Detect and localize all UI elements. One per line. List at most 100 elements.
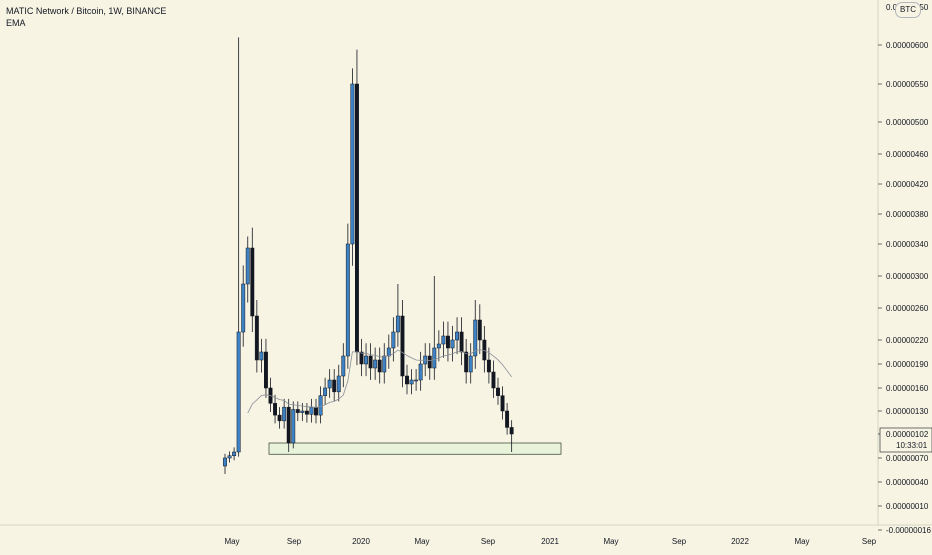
- time-tick-label: 2021: [541, 537, 559, 546]
- candle-body: [291, 409, 296, 444]
- candle-body: [446, 335, 450, 349]
- candle-body: [295, 409, 300, 413]
- candle-body: [436, 343, 441, 349]
- price-tick-label: 0.00000160: [886, 384, 929, 393]
- candle-body: [264, 351, 268, 389]
- candle-body: [359, 351, 364, 365]
- candle-body: [273, 403, 278, 416]
- price-tick-label: 0.00000600: [886, 41, 929, 50]
- candle-body: [377, 359, 382, 373]
- candle-body: [323, 387, 328, 396]
- candle-body: [332, 379, 337, 393]
- price-tick-label: 0.00000010: [886, 502, 929, 511]
- price-tick-label: -0.00000016: [886, 526, 931, 535]
- candle-body: [427, 355, 432, 369]
- time-tick-label: May: [603, 537, 618, 546]
- candle-body: [400, 315, 405, 377]
- support-zone: [268, 442, 562, 455]
- price-tick-label: 0.00000340: [886, 240, 929, 249]
- time-tick-label: Sep: [672, 537, 687, 546]
- price-tick-label: 0.00000420: [886, 180, 929, 189]
- candle-body: [282, 406, 287, 422]
- price-tick-label: 0.00000190: [886, 360, 929, 369]
- candle-body: [441, 335, 446, 345]
- candle-body: [254, 315, 259, 361]
- price-tick-label: 0.00000300: [886, 272, 929, 281]
- candle-body: [364, 355, 369, 365]
- candle-body: [386, 347, 391, 357]
- countdown-label: 10:33:01: [896, 441, 928, 450]
- candle-body: [336, 375, 341, 393]
- price-tick-label: 0.00000220: [886, 336, 929, 345]
- time-tick-label: 2022: [731, 537, 749, 546]
- candle-body: [250, 247, 255, 317]
- candle-body: [355, 83, 359, 353]
- candle-body: [432, 347, 437, 369]
- candle-body: [236, 331, 241, 453]
- candle-body: [227, 455, 232, 459]
- time-tick-label: May: [414, 537, 429, 546]
- symbol-title[interactable]: MATIC Network / Bitcoin, 1W, BINANCE: [6, 6, 167, 16]
- price-tick-label: 0.00000260: [886, 304, 929, 313]
- candle-body: [368, 355, 373, 369]
- current-price-label: 0.00000102: [886, 430, 929, 439]
- time-tick-label: May: [794, 537, 809, 546]
- time-tick-label: Sep: [862, 537, 877, 546]
- candle-body: [241, 283, 246, 333]
- candle-body: [309, 406, 314, 415]
- candle-body: [314, 406, 318, 416]
- time-tick-label: Sep: [481, 537, 496, 546]
- current-price-box: [879, 427, 932, 453]
- candle-body: [505, 410, 510, 428]
- indicator-label[interactable]: EMA: [6, 18, 26, 28]
- candle-body: [286, 406, 291, 444]
- ema-line: [247, 349, 512, 414]
- candle-body: [414, 379, 419, 382]
- candle-body: [232, 451, 237, 456]
- time-tick-label: Sep: [287, 537, 302, 546]
- candle-body: [345, 243, 350, 357]
- price-tick-label: 0.00000040: [886, 478, 929, 487]
- candle-body: [464, 351, 469, 373]
- candle-body: [341, 355, 346, 377]
- candle-body: [500, 395, 505, 412]
- candle-body: [450, 339, 455, 349]
- time-tick-label: 2020: [352, 537, 370, 546]
- candle-body: [373, 359, 378, 369]
- candle-body: [491, 371, 496, 389]
- candle-body: [391, 331, 396, 349]
- candle-body: [318, 395, 323, 416]
- candle-body: [468, 355, 473, 373]
- chart-legend: MATIC Network / Bitcoin, 1W, BINANCE EMA: [6, 5, 166, 29]
- candle-body: [223, 457, 227, 467]
- candle-body: [327, 379, 332, 389]
- price-tick-label: 0.00000070: [886, 454, 929, 463]
- candle-body: [300, 410, 305, 413]
- candle-body: [259, 351, 264, 361]
- candle-body: [496, 387, 500, 396]
- candle-body: [477, 319, 482, 341]
- candle-body: [473, 319, 478, 357]
- price-tick-label: 0.00000460: [886, 150, 929, 159]
- currency-badge[interactable]: BTC: [895, 2, 921, 18]
- price-tick-label: 0.00000550: [886, 80, 929, 89]
- price-tick-label: 0.00000130: [886, 407, 929, 416]
- candle-body: [245, 247, 250, 285]
- candle-body: [405, 375, 409, 385]
- time-tick-label: May: [224, 537, 239, 546]
- candle-body: [455, 331, 460, 341]
- candle-body: [459, 331, 464, 353]
- candle-body: [277, 414, 282, 422]
- candle-body: [409, 379, 414, 385]
- candle-body: [350, 83, 355, 245]
- candle-body: [509, 427, 514, 435]
- candle-body: [382, 355, 387, 373]
- price-tick-label: 0.00000500: [886, 118, 929, 127]
- candle-body: [486, 359, 491, 373]
- candle-body: [395, 315, 400, 333]
- candle-body: [304, 410, 309, 415]
- price-tick-label: 0.00000380: [886, 210, 929, 219]
- candle-body: [418, 363, 423, 381]
